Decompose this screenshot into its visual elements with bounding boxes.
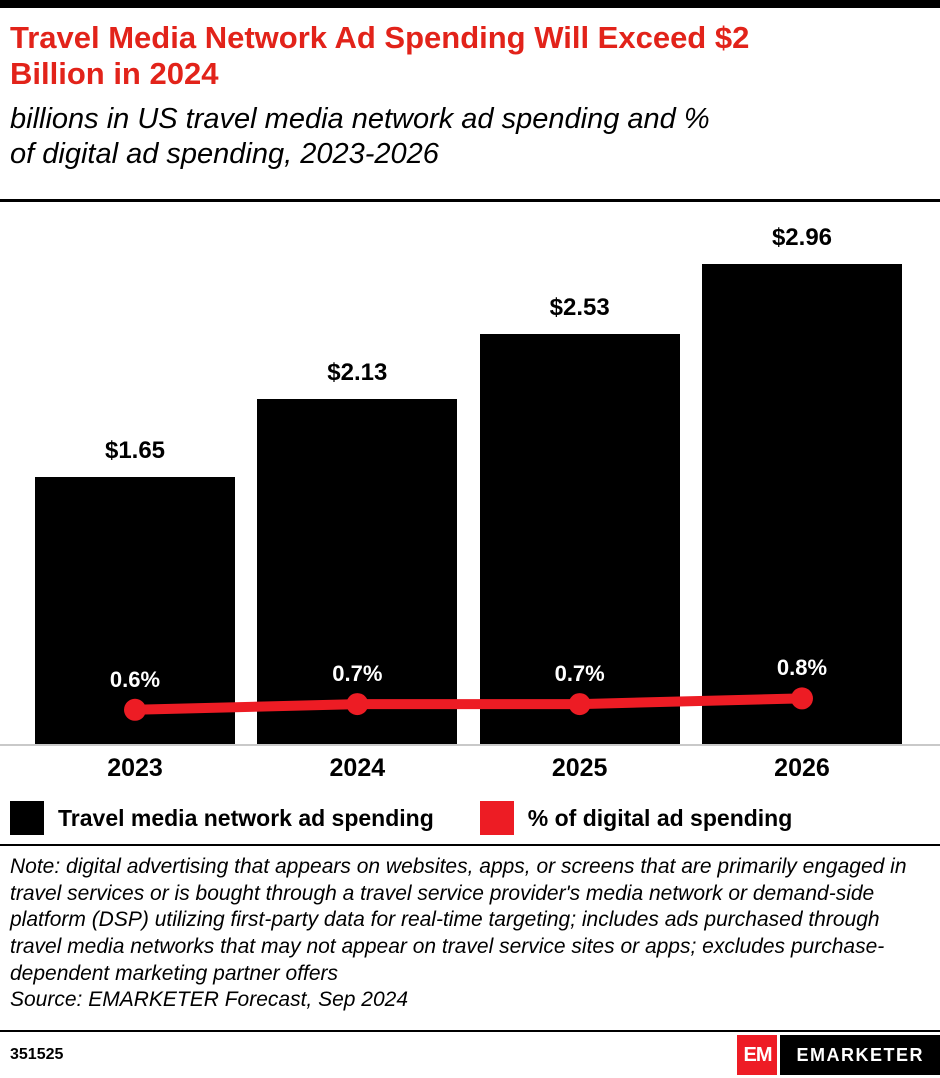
bar-2023	[35, 476, 235, 744]
legend-swatch-red	[479, 801, 514, 835]
x-axis-label-2026: 2026	[774, 754, 830, 782]
note-section: Note: digital advertising that appears o…	[0, 846, 940, 1032]
chart-title: Travel Media Network Ad Spending Will Ex…	[10, 20, 750, 91]
pct-value-label: 0.6%	[109, 666, 161, 692]
pct-value-label: 0.8%	[776, 655, 828, 681]
legend-swatch-black	[10, 801, 44, 835]
bar-value-label: $2.13	[327, 358, 388, 386]
source-text: Source: EMARKETER Forecast, Sep 2024	[10, 988, 409, 1012]
top-border-bar	[0, 0, 940, 8]
bar-value-label: $2.53	[549, 294, 610, 322]
chart-header: Travel Media Network Ad Spending Will Ex…	[0, 8, 940, 202]
note-text: Note: digital advertising that appears o…	[10, 855, 907, 985]
emarketer-logo: EM EMARKETER	[737, 1035, 940, 1075]
x-axis-labels: 2023 2024 2025 2026	[0, 746, 940, 792]
legend-label: % of digital ad spending	[527, 804, 793, 831]
bar-value-label: $1.65	[104, 436, 166, 464]
bar-2026	[701, 264, 902, 744]
x-axis-label-2023: 2023	[107, 754, 163, 782]
chart-legend: Travel media network ad spending % of di…	[0, 792, 940, 846]
emarketer-wordmark: EMARKETER	[780, 1035, 940, 1075]
pct-value-label: 0.7%	[554, 661, 605, 687]
chart-id: 351525	[10, 1046, 64, 1063]
bar-2024	[257, 398, 458, 744]
x-axis-label-2024: 2024	[329, 754, 386, 782]
bar-2025	[479, 334, 680, 744]
legend-item-bar-series: Travel media network ad spending	[10, 801, 434, 835]
pct-value-label: 0.7%	[332, 661, 383, 687]
emarketer-monogram-icon: EM	[737, 1035, 778, 1075]
bar-value-label: $2.96	[771, 224, 833, 252]
x-axis-label-2025: 2025	[551, 754, 608, 782]
chart-footer: 351525 EM EMARKETER	[0, 1032, 940, 1078]
legend-label: Travel media network ad spending	[58, 804, 434, 831]
legend-item-line-series: % of digital ad spending	[479, 801, 793, 835]
chart-subtitle: billions in US travel media network ad s…	[10, 102, 710, 171]
chart-plot: $1.65 $2.13 $2.53 $2.96 0.6% 0.7% 0.7% 0.8%	[0, 202, 940, 746]
